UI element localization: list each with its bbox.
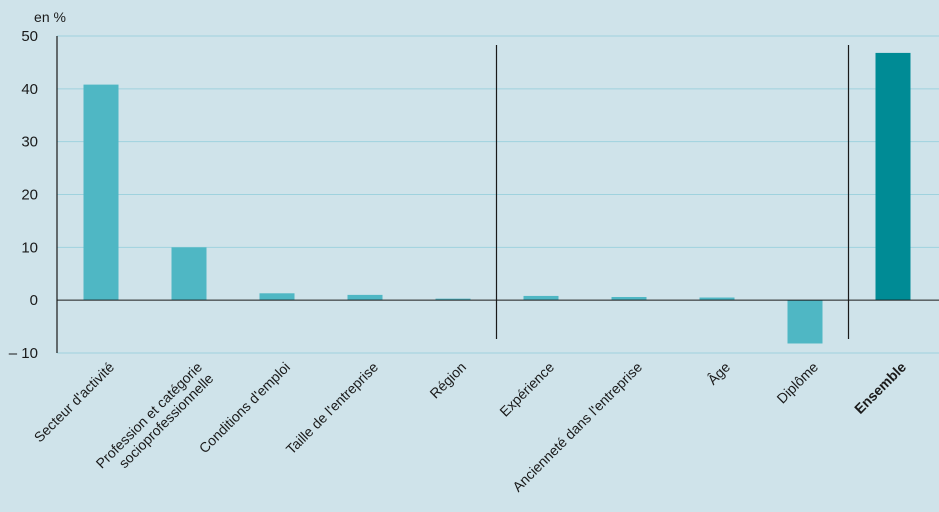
y-tick-label: 40 — [21, 81, 38, 98]
category-label: Ensemble — [851, 359, 909, 417]
bar — [523, 295, 559, 301]
y-tick-label: 10 — [21, 239, 38, 256]
bar — [699, 297, 735, 301]
y-tick-label: – 10 — [9, 345, 38, 362]
y-tick-label: 50 — [21, 28, 38, 45]
bar — [611, 296, 647, 301]
category-label: Secteur d'activité — [31, 359, 118, 446]
y-tick-label: 20 — [21, 187, 38, 204]
unit-label: en % — [34, 9, 66, 25]
category-label: Diplôme — [773, 359, 821, 407]
bar — [435, 298, 471, 301]
category-label: Région — [426, 359, 469, 402]
category-label: Profession et catégoriesocioprofessionne… — [93, 359, 217, 483]
bar — [347, 294, 383, 301]
bar — [83, 84, 119, 301]
axes — [56, 36, 939, 353]
category-label: Âge — [704, 359, 733, 388]
bar — [171, 247, 207, 301]
y-tick-label: 0 — [30, 292, 38, 309]
y-tick-label: 30 — [21, 134, 38, 151]
category-label: Conditions d'emploi — [196, 359, 293, 456]
bar — [787, 300, 823, 344]
bar — [259, 293, 295, 301]
category-label: Expérience — [496, 359, 557, 420]
labels: 50 40 30 20 10 0 – 10 en % Secteur d'activitéPro… — [9, 9, 909, 495]
bars — [83, 52, 911, 344]
bar — [875, 52, 911, 301]
category-label: Taille de l'entreprise — [283, 359, 382, 458]
